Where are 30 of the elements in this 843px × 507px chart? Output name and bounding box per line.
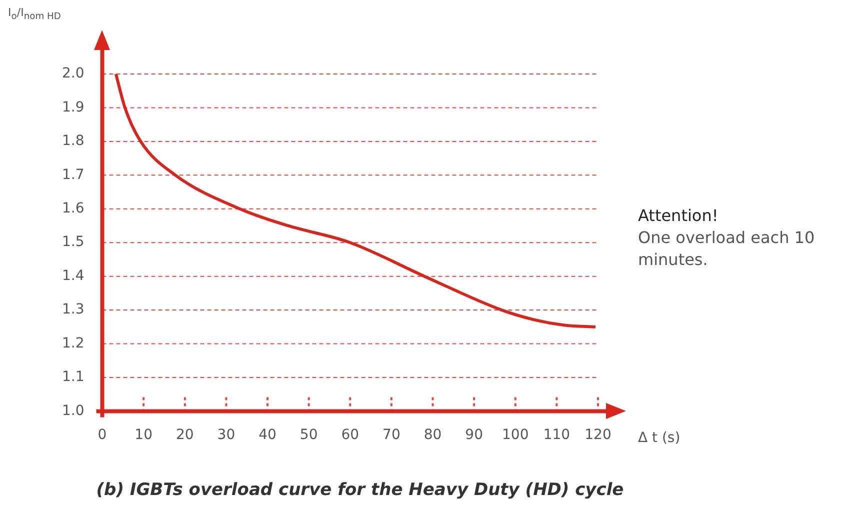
y-tick-label: 2.0 [62,66,84,82]
x-tick-label: 90 [465,427,483,444]
text: One overload each 10 minutes. [638,227,816,271]
y-axis-title: I$_{o}$/I$_{nom HD}$ [8,6,61,22]
x-tick-label: 60 [341,427,360,444]
x-tick-label: 100 [502,427,529,444]
x-tick-label: 0 [98,427,107,444]
y-tick-label: 1.5 [62,234,84,250]
text: (b) IGBTs overload curve for the Heavy Duty (HD) cycle [95,480,625,500]
y-tick-label: 1.2 [62,335,84,352]
x-tick-label: 70 [382,427,400,444]
x-tick-label: 110 [543,427,570,444]
y-tick-label: 1.6 [62,200,84,217]
x-tick-label: 120 [584,427,612,444]
y-tick-label: 1.8 [62,133,84,150]
y-tick-label: 1.7 [62,166,84,183]
line-series [114,74,598,328]
y-tick-label: 1.0 [62,402,84,419]
y-tick-label: 1.9 [62,99,84,116]
x-tick-label: 30 [217,427,236,444]
y-tick-label: 1.4 [62,268,84,284]
x-tick-label: 10 [134,427,152,444]
y-tick-label: 1.1 [62,369,84,386]
x-tick-label: 40 [258,427,276,444]
text: Attention! [638,205,720,227]
x-axis-title: Δ t (s) [638,430,680,446]
x-tick-label: 20 [176,427,194,444]
x-tick-label: 80 [424,427,442,444]
x-tick-label: 50 [300,427,318,444]
y-tick-label: 1.3 [62,302,84,318]
